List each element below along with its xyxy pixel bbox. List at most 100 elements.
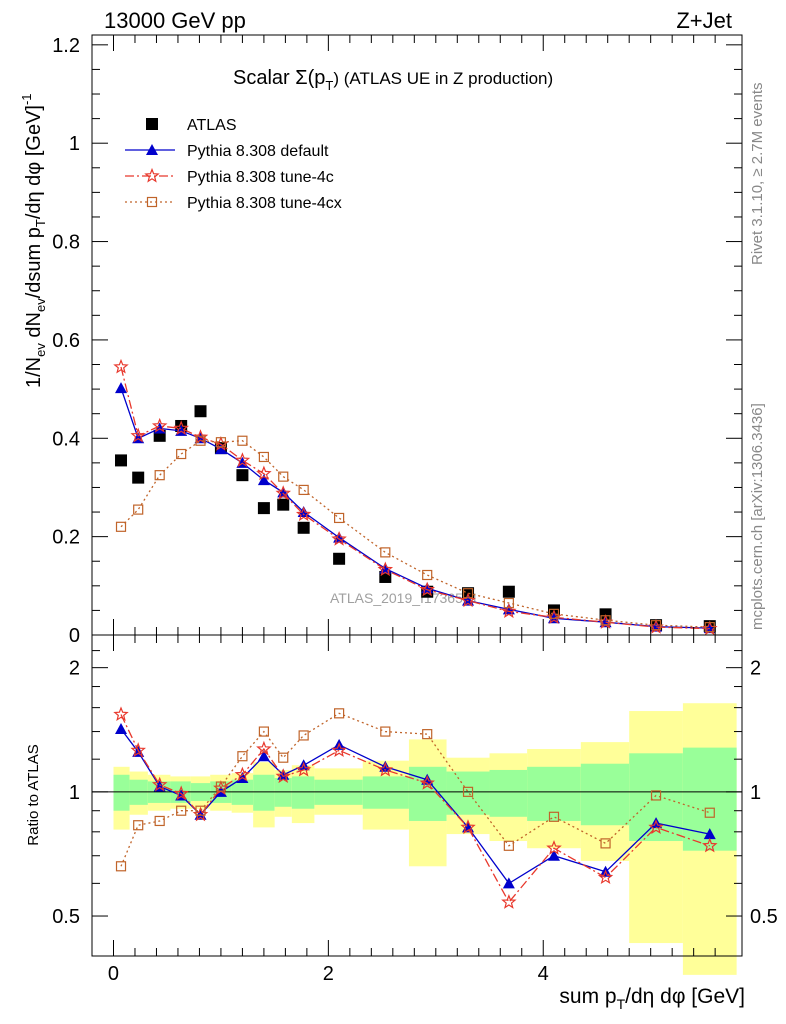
series-3-point [237, 435, 248, 446]
main-ylabel: 1/Nev dNev/dsum pT/dη dφ [GeV]-1 [19, 93, 48, 388]
main-plot: ATLAS_2019_I1736531 00.20.40.60.811.2 [52, 34, 743, 647]
series-3-point [462, 588, 474, 599]
series-2-point [295, 506, 312, 522]
ratio-series-1-point [377, 761, 394, 777]
main-ytick-label: 1 [69, 133, 80, 155]
ratio-xtick-label: 0 [108, 963, 119, 985]
series-1-point [297, 506, 310, 518]
ratio-ytick-label-right: 2 [750, 658, 761, 680]
legend: ATLAS Pythia 8.308 default Pythia 8.308 tu… [125, 117, 342, 212]
legend-label: Pythia 8.308 tune-4c [187, 169, 334, 186]
ratio-band-green [489, 769, 528, 817]
ratio-series-2-point [258, 726, 270, 737]
chart-title: Scalar Σ(pT) (ATLAS UE in Z production) [233, 67, 553, 93]
ratio-marks [113, 706, 718, 909]
ratio-series-2-point [215, 781, 227, 792]
legend-label: Pythia 8.308 tune-4cx [187, 195, 342, 212]
series-0-point [236, 469, 249, 482]
ratio-series-2-point [503, 840, 514, 851]
ratio-ytick-label-right: 1 [750, 782, 761, 804]
energy-label: 13000 GeV pp [104, 8, 246, 33]
series-3-point [650, 620, 662, 631]
ratio-series-2-point [195, 805, 206, 816]
ratio-plot: 0.5 0.5 1 1 2 2 0 2 4 [52, 634, 778, 985]
ratio-series-2-point [422, 729, 433, 740]
ratio-series-2-point [176, 805, 187, 816]
ratio-series-2-point [548, 811, 560, 822]
series-0-point [257, 502, 270, 515]
ratio-series-2-point [334, 708, 345, 719]
ratio-bands [113, 703, 737, 975]
series-0-point [194, 405, 207, 418]
series-3-point [176, 448, 187, 460]
series-3-point [380, 547, 391, 558]
ratio-series-1-point [419, 774, 435, 790]
ratio-series-1-point [234, 766, 251, 782]
series-3-point [334, 512, 345, 524]
series-0-point [132, 471, 145, 484]
main-ytick-label: 1.2 [52, 35, 80, 57]
legend-marker [144, 167, 160, 183]
chart-title-tail: ) (ATLAS UE in Z production) [333, 69, 553, 88]
ratio-series-1-point [597, 869, 614, 885]
ratio-ytick-label: 1 [69, 782, 80, 804]
series-3-point [195, 435, 206, 446]
main-ytick-label: 0.4 [52, 428, 80, 450]
ratio-band-green [274, 778, 292, 807]
source-label: mcplots.cern.ch [arXiv:1306.3436] [749, 403, 766, 630]
ratio-series-2-point [704, 807, 715, 818]
legend-marker [146, 196, 158, 208]
series-2-point [113, 358, 129, 374]
ratio-series-1-point [130, 742, 146, 758]
ratio-series-2-line [120, 712, 710, 867]
ratio-series-1-line [120, 714, 711, 904]
ratio-ylabel: Ratio to ATLAS [25, 744, 42, 845]
ratio-band-green [113, 774, 130, 811]
ratio-series-2-point [133, 820, 144, 831]
ratio-series-2-point [237, 751, 248, 762]
ratio-series-1-point [546, 840, 562, 855]
series-0-point [333, 552, 346, 565]
legend-marker [146, 144, 158, 155]
series-2-point [192, 429, 209, 444]
xlabel: sum pT/dη dφ [GeV] [559, 985, 745, 1012]
ratio-ytick-label-right: 0.5 [750, 906, 778, 928]
series-0-point [115, 454, 128, 467]
ratio-band-green [253, 774, 275, 811]
ratio-series-1-point [113, 706, 129, 722]
ratio-series-0-point [379, 760, 392, 772]
ratio-xtick-label: 4 [538, 963, 549, 985]
ratio-ytick-label: 2 [69, 658, 80, 680]
series-1-point [115, 382, 128, 394]
series-2-line [120, 366, 710, 630]
series-0-point [502, 585, 515, 598]
series-3-point [548, 608, 560, 619]
ratio-series-2-point [600, 838, 611, 849]
series-3-point [503, 597, 514, 609]
series-3-point [154, 470, 165, 481]
ratio-series-0-point [703, 828, 716, 840]
series-0-point [277, 498, 290, 511]
series-3-point [115, 521, 127, 532]
series-2-point [275, 485, 291, 500]
main-axes: 0 0.2 0.4 0.6 0.8 1 1.2 [52, 35, 742, 647]
series-1-point [257, 474, 270, 486]
ratio-band-green [362, 776, 409, 809]
ratio-band-green [446, 771, 490, 815]
series-2-point [377, 561, 394, 577]
ratio-series-1-point [702, 837, 718, 853]
main-ytick-label: 0.8 [52, 232, 80, 254]
ratio-series-1-point [331, 742, 347, 758]
ratio-series-1-point [460, 819, 476, 835]
ratio-series-0-point [502, 877, 515, 889]
ratio-band-green [580, 763, 630, 826]
ratio-series-0-point [115, 723, 128, 735]
rivet-label: Rivet 3.1.10, ≥ 2.7M events [749, 83, 766, 266]
series-1-point [214, 443, 227, 455]
main-ytick-label: 0 [69, 625, 80, 647]
ratio-series-2-point [154, 815, 165, 827]
ratio-series-2-point [650, 790, 662, 801]
process-label: Z+Jet [676, 8, 732, 33]
series-3-line [120, 440, 710, 628]
